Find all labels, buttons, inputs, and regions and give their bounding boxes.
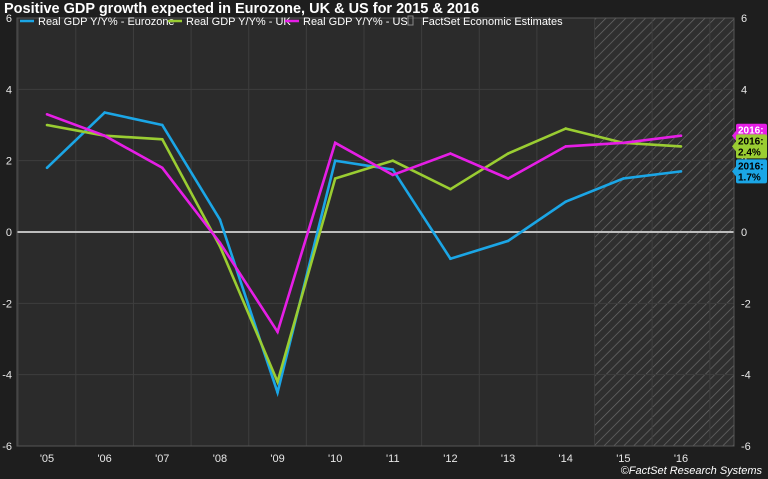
legend-label: FactSet Economic Estimates	[422, 16, 563, 28]
callout-value: 1.7%	[738, 172, 761, 183]
data-point-0	[506, 239, 510, 243]
data-point-1	[506, 152, 510, 155]
x-tick-label: '09	[270, 453, 284, 465]
data-point-1	[333, 177, 337, 180]
legend-label: Real GDP Y/Y% - UK	[186, 16, 291, 28]
x-tick-label: '12	[443, 453, 457, 465]
callout-label: 2016:	[738, 136, 764, 147]
data-point-0	[679, 170, 683, 173]
data-point-0	[622, 177, 625, 180]
x-tick-label: '06	[97, 453, 111, 465]
x-tick-label: '14	[559, 453, 573, 465]
y-tick-label-right: -6	[741, 441, 751, 453]
data-point-1	[45, 123, 49, 127]
series-line-0	[46, 111, 682, 398]
callout-box	[736, 159, 767, 184]
data-point-2	[276, 330, 279, 334]
x-tick-label: '10	[328, 453, 342, 465]
y-tick-label-left: -6	[2, 441, 12, 453]
x-tick-label: '08	[213, 453, 227, 465]
callout-value: 2.4%	[738, 147, 761, 158]
data-point-0	[45, 166, 49, 170]
data-point-1	[679, 145, 683, 148]
data-point-0	[449, 257, 452, 261]
y-tick-label-left: -2	[2, 298, 12, 310]
data-point-2	[622, 141, 625, 145]
legend-label: Real GDP Y/Y% - US	[303, 16, 408, 28]
x-tick-label: '05	[40, 453, 54, 465]
x-tick-label: '07	[155, 453, 169, 465]
data-point-2	[218, 241, 222, 244]
y-tick-label-left: 0	[6, 227, 12, 239]
data-point-2	[391, 173, 395, 177]
data-point-2	[506, 177, 510, 180]
y-tick-label-left: -4	[2, 370, 12, 382]
data-point-1	[564, 127, 568, 130]
series-line-1	[46, 123, 682, 386]
callout-box	[736, 134, 767, 159]
chart-title: Positive GDP growth expected in Eurozone…	[4, 1, 480, 17]
data-point-2	[679, 134, 683, 137]
callout-pointer	[732, 166, 736, 177]
y-tick-label-left: 2	[6, 156, 12, 168]
data-point-0	[333, 159, 337, 162]
x-tick-label: '11	[386, 453, 400, 465]
y-tick-label-right: 4	[741, 84, 747, 96]
y-tick-label-right: -4	[741, 370, 751, 382]
y-tick-label-left: 4	[6, 84, 12, 96]
data-point-0	[218, 218, 222, 221]
series-line-2	[46, 113, 682, 335]
x-tick-label: '16	[674, 453, 688, 465]
data-point-2	[564, 145, 568, 148]
plot-border	[16, 17, 735, 447]
data-point-0	[564, 200, 568, 203]
data-point-0	[391, 168, 395, 171]
y-tick-label-right: 0	[741, 227, 747, 239]
x-tick-label: '15	[616, 453, 630, 465]
data-point-2	[449, 152, 452, 155]
data-point-2	[333, 141, 337, 145]
data-point-2	[103, 134, 106, 137]
callout-pointer	[732, 130, 736, 141]
legend-label: Real GDP Y/Y% - Eurozone	[38, 16, 175, 28]
data-point-0	[103, 111, 106, 114]
data-point-2	[160, 166, 164, 170]
y-tick-label-right: -2	[741, 298, 751, 310]
data-point-2	[45, 113, 49, 116]
callout-pointer	[732, 141, 736, 152]
y-tick-label-right: 6	[741, 13, 747, 25]
x-tick-label: '13	[501, 453, 515, 465]
data-point-0	[160, 123, 164, 127]
y-tick-label-left: 6	[6, 13, 12, 25]
legend-swatch	[407, 15, 414, 26]
data-point-0	[276, 391, 279, 394]
data-point-1	[276, 380, 279, 384]
callout-label: 2016:	[738, 126, 764, 137]
data-point-1	[391, 159, 395, 162]
data-point-1	[160, 137, 164, 141]
data-point-1	[449, 187, 452, 191]
callout-label: 2016:	[738, 161, 764, 172]
source-credit: ©FactSet Research Systems	[620, 465, 762, 477]
